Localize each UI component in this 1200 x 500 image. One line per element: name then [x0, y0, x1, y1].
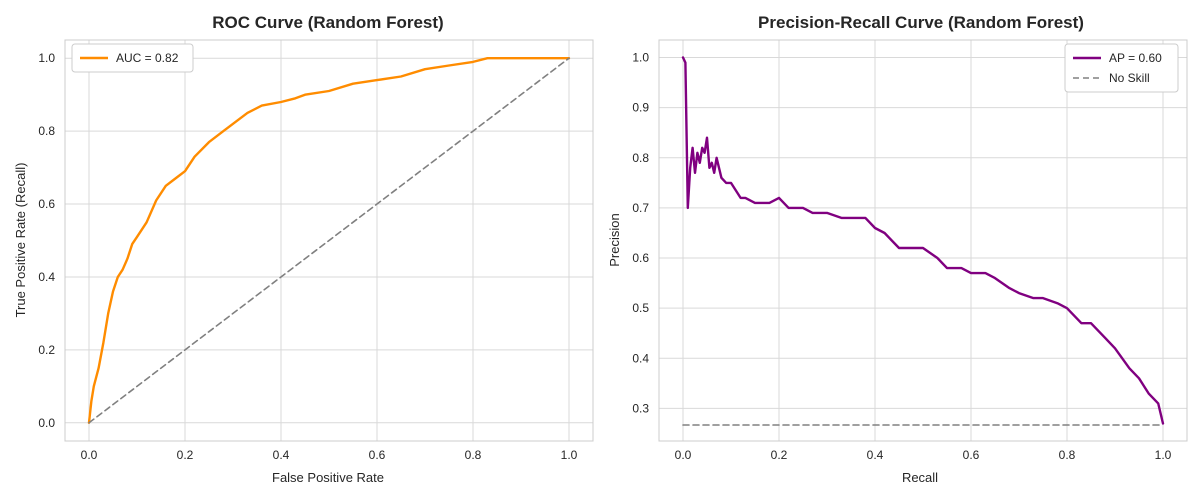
legend-label: AP = 0.60 [1109, 51, 1162, 65]
x-tick-label: 0.2 [771, 448, 788, 462]
x-tick-label: 0.2 [177, 448, 194, 462]
pr-chart: 0.0 0.2 0.4 0.6 0.8 1.0 0.3 0.4 0.5 0.6 0.7 0.8 0.9 1… [607, 13, 1188, 485]
plot-area [659, 40, 1187, 441]
plot-area-group: 0.0 0.2 0.4 0.6 0.8 1.0 0.0 0.2 0.4 0.6 0.8 1.0 AUC … [38, 39, 594, 462]
roc-chart: 0.0 0.2 0.4 0.6 0.8 1.0 0.0 0.2 0.4 0.6 0.8 1.0 AUC … [13, 13, 594, 485]
x-axis-label: Recall [902, 470, 938, 485]
chart-title: ROC Curve (Random Forest) [212, 13, 443, 32]
x-tick-label: 0.6 [963, 448, 980, 462]
legend-box [71, 43, 194, 73]
y-tick-label: 0.3 [632, 401, 649, 415]
y-tick-label: 0.2 [38, 343, 55, 357]
plot-frame [64, 39, 594, 442]
y-axis-label: True Positive Rate (Recall) [13, 163, 28, 318]
y-axis-label: Precision [607, 213, 622, 266]
legend-box [1064, 43, 1179, 93]
legend-label: No Skill [1109, 71, 1150, 85]
y-tick-label: 1.0 [38, 51, 55, 65]
series-line [87, 57, 571, 424]
series-line [681, 56, 1165, 425]
x-tick-label: 1.0 [561, 448, 578, 462]
y-tick-label: 0.4 [632, 351, 649, 365]
y-tick-label: 0.8 [632, 151, 649, 165]
y-tick-label: 0.6 [38, 197, 55, 211]
x-tick-label: 0.0 [675, 448, 692, 462]
y-tick-label: 0.0 [38, 416, 55, 430]
y-tick-label: 0.9 [632, 101, 649, 115]
y-tick-label: 0.5 [632, 301, 649, 315]
x-tick-label: 0.4 [867, 448, 884, 462]
y-tick-label: 0.8 [38, 124, 55, 138]
x-tick-label: 0.8 [465, 448, 482, 462]
baseline-series-line [88, 57, 570, 424]
x-tick-label: 0.4 [273, 448, 290, 462]
x-tick-label: 0.8 [1059, 448, 1076, 462]
y-tick-label: 0.4 [38, 270, 55, 284]
x-axis-label: False Positive Rate [272, 470, 384, 485]
plot-frame [658, 39, 1188, 442]
legend-label: AUC = 0.82 [116, 51, 179, 65]
chart-title: Precision-Recall Curve (Random Forest) [758, 13, 1084, 32]
y-tick-label: 0.6 [632, 251, 649, 265]
plot-area-group: 0.0 0.2 0.4 0.6 0.8 1.0 0.3 0.4 0.5 0.6 0.7 0.8 0.9 1… [632, 39, 1188, 462]
y-tick-label: 1.0 [632, 51, 649, 65]
x-tick-label: 0.0 [81, 448, 98, 462]
x-tick-label: 1.0 [1155, 448, 1172, 462]
x-tick-label: 0.6 [369, 448, 386, 462]
y-tick-label: 0.7 [632, 201, 649, 215]
